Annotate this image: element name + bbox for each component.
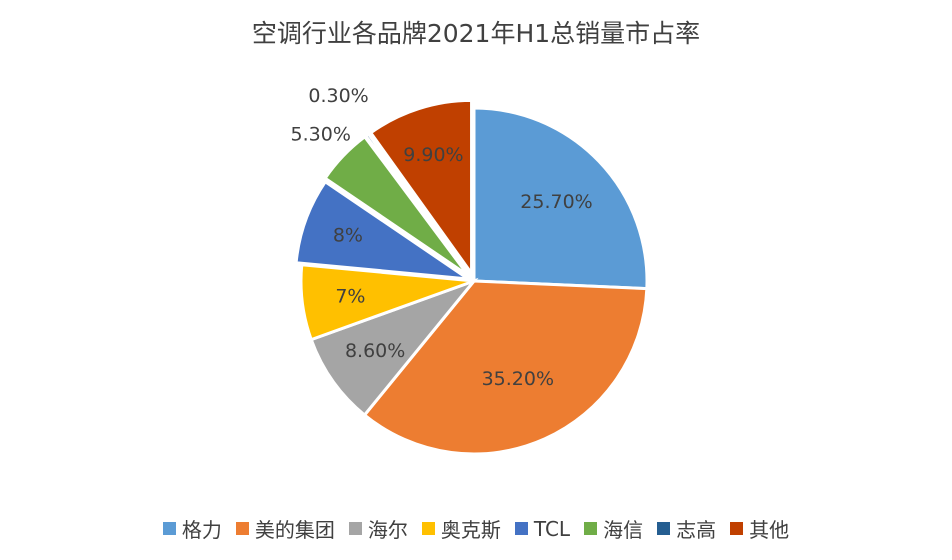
- data-label-8: 9.90%: [403, 144, 463, 166]
- chart-title: 空调行业各品牌2021年H1总销量市占率: [251, 19, 701, 48]
- pie-plot-area: 25.70% 35.20% 8.60% 7% 8% 5.30% 0.30% 9.90%: [291, 85, 649, 456]
- legend-swatch: [348, 522, 362, 535]
- legend-swatch: [730, 522, 744, 535]
- legend-swatch: [514, 522, 528, 535]
- legend-item-6: 海信: [584, 514, 643, 543]
- data-label-2: 35.20%: [482, 368, 554, 390]
- legend-item-3: 海尔: [348, 514, 408, 543]
- legend-item-5: TCL: [514, 516, 571, 541]
- data-label-1: 25.70%: [520, 191, 592, 213]
- pie-slice-1: [472, 106, 649, 291]
- legend-label: 美的集团: [254, 518, 335, 542]
- legend-label: 海信: [603, 518, 644, 542]
- pie-slice-3: [309, 277, 479, 418]
- pie-slice-8: [368, 98, 474, 279]
- legend-swatch: [235, 522, 249, 535]
- legend-item-8: 其他: [730, 514, 789, 543]
- pie-slice-5: [294, 179, 470, 281]
- pie-slice-2: [362, 279, 649, 456]
- legend-label: 其他: [749, 518, 790, 542]
- data-label-6: 5.30%: [291, 123, 351, 145]
- legend-swatch: [657, 522, 671, 535]
- legend-label: 奥克斯: [440, 518, 501, 542]
- legend-item-4: 奥克斯: [421, 514, 501, 543]
- pie-slice-7: [363, 131, 471, 276]
- legend-swatch: [162, 522, 176, 535]
- pie-slice-4: [299, 263, 475, 342]
- legend-label: 志高: [676, 518, 717, 542]
- legend-label: TCL: [533, 516, 571, 541]
- legend-label: 格力: [181, 518, 222, 542]
- legend-item-2: 美的集团: [235, 514, 335, 543]
- data-label-7: 0.30%: [308, 85, 368, 107]
- legend-item-7: 志高: [657, 514, 716, 543]
- data-label-3: 8.60%: [345, 340, 405, 362]
- legend-swatch: [584, 522, 598, 535]
- legend-swatch: [421, 522, 435, 535]
- data-label-4: 7%: [335, 286, 365, 308]
- data-label-5: 8%: [333, 225, 363, 247]
- legend: 格力 美的集团 海尔 奥克斯 TCL 海信 志高 其他: [0, 514, 952, 543]
- legend-item-1: 格力: [162, 514, 222, 543]
- legend-label: 海尔: [367, 518, 408, 542]
